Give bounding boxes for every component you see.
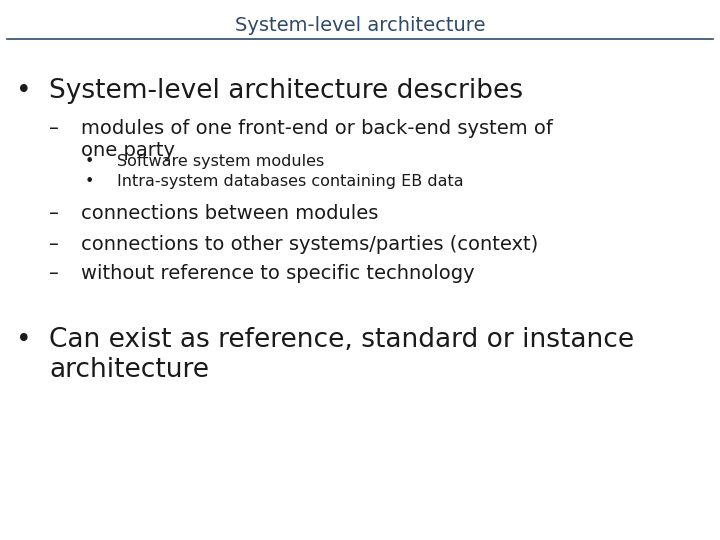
Text: •: • [85, 174, 94, 190]
Text: Can exist as reference, standard or instance
architecture: Can exist as reference, standard or inst… [49, 327, 634, 383]
Text: •: • [16, 78, 32, 104]
Text: modules of one front-end or back-end system of
one party: modules of one front-end or back-end sys… [81, 119, 553, 160]
Text: •: • [16, 327, 32, 353]
Text: •: • [85, 154, 94, 170]
Text: connections to other systems/parties (context): connections to other systems/parties (co… [81, 234, 539, 253]
Text: Intra-system databases containing EB data: Intra-system databases containing EB dat… [117, 174, 464, 190]
Text: connections between modules: connections between modules [81, 205, 379, 224]
Text: –: – [49, 234, 59, 253]
Text: –: – [49, 205, 59, 224]
Text: Chapter 7: Architecture Aspect - 30: Chapter 7: Architecture Aspect - 30 [502, 516, 711, 529]
Text: System-level architecture: System-level architecture [235, 16, 485, 35]
Text: Software system modules: Software system modules [117, 154, 325, 170]
Text: without reference to specific technology: without reference to specific technology [81, 264, 475, 282]
Text: –: – [49, 119, 59, 138]
Text: –: – [49, 264, 59, 282]
Text: System-level architecture describes: System-level architecture describes [49, 78, 523, 104]
Text: Beyond e-Business © 2015 Paul Grefen: Beyond e-Business © 2015 Paul Grefen [9, 516, 241, 529]
